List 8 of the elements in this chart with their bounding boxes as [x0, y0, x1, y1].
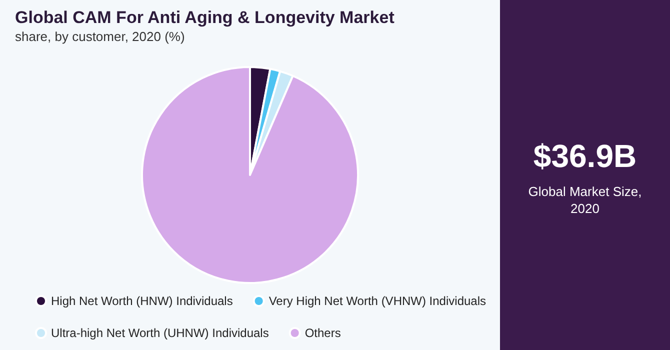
chart-title: Global CAM For Anti Aging & Longevity Market — [15, 8, 395, 27]
text: $36.9B — [533, 138, 637, 174]
legend-label: Ultra-high Net Worth (UHNW) Individuals — [51, 326, 269, 340]
legend-label: Very High Net Worth (VHNW) Individuals — [268, 294, 486, 308]
chart-subtitle: share, by customer, 2020 (%) — [15, 29, 185, 44]
text: Global Market Size, 2020 — [528, 184, 642, 216]
legend-label: Others — [304, 326, 341, 340]
legend-label: High Net Worth (HNW) Individuals — [51, 294, 233, 308]
